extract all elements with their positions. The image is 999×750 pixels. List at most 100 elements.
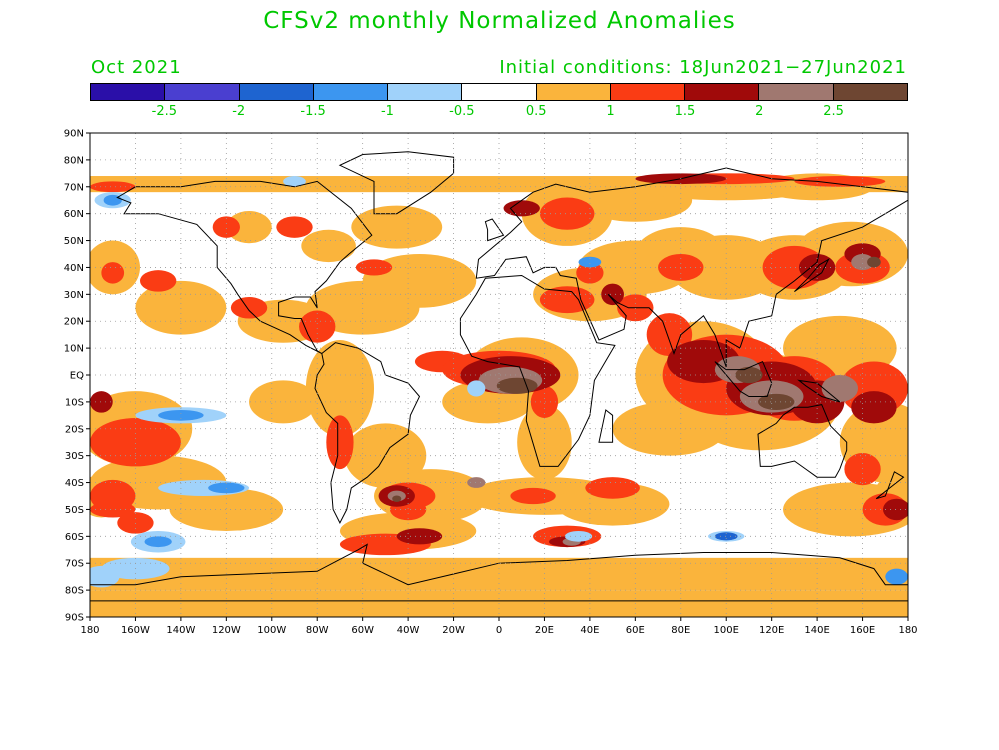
lat-label: 50S — [65, 505, 84, 516]
anomaly-blob — [714, 532, 738, 541]
coast-south-america — [314, 342, 421, 525]
lon-label: 120E — [759, 625, 784, 636]
colorbar-label: 1.5 — [674, 104, 696, 119]
colorbar-segment — [239, 84, 314, 100]
lon-label: 80E — [671, 625, 690, 636]
anomaly-blob — [821, 375, 859, 402]
colorbar-segment — [759, 84, 834, 100]
coast-antarctica — [90, 543, 908, 602]
colorbar-label: 2 — [755, 104, 764, 119]
anomaly-blob — [90, 181, 136, 193]
anomaly-blob — [576, 262, 604, 284]
anomaly-blob — [351, 205, 443, 249]
coast-greenland — [338, 151, 455, 215]
colorbar-label: -2 — [232, 104, 246, 119]
lat-label: 50N — [64, 236, 84, 247]
anomaly-blob — [90, 501, 136, 518]
coast-madagascar — [598, 409, 614, 443]
lon-label: 40E — [580, 625, 599, 636]
gridlines — [90, 133, 908, 617]
colorbar-segment — [685, 84, 760, 100]
colorbar-segment — [833, 84, 907, 100]
anomaly-blob — [208, 482, 245, 494]
lat-label: 40N — [64, 263, 84, 274]
colorbar-label: -0.5 — [449, 104, 475, 119]
anomaly-blob — [517, 404, 572, 480]
anomaly-blob — [392, 495, 402, 502]
anomaly-blob — [135, 280, 227, 335]
coast-australia — [757, 404, 848, 478]
anomaly-blob — [496, 377, 538, 394]
lon-label: 140W — [166, 625, 195, 636]
coast-new-guinea — [797, 379, 841, 403]
anomaly-blob — [585, 477, 640, 499]
coast-eurasia — [475, 167, 908, 368]
anomaly-blob — [539, 286, 595, 314]
valid-month: Oct 2021 — [91, 57, 182, 78]
lat-label: 30N — [64, 290, 84, 301]
anomaly-blob — [503, 200, 540, 217]
anomaly-blob — [301, 229, 356, 263]
lon-label: 160W — [121, 625, 150, 636]
anomaly-blob — [851, 254, 874, 271]
lon-label: 20W — [442, 625, 465, 636]
coast-japan — [794, 258, 830, 293]
anomaly-blob — [467, 380, 486, 397]
lat-label: 90N — [64, 129, 84, 140]
lat-label: 20N — [64, 317, 84, 328]
anomaly-blob — [90, 418, 181, 467]
colorbar-label: 2.5 — [823, 104, 844, 119]
colorbar-segment — [165, 84, 240, 100]
lon-label: 60W — [351, 625, 374, 636]
anomaly-blob — [212, 216, 240, 238]
lat-label: 10N — [64, 344, 84, 355]
initial-conditions: Initial conditions: 18Jun2021−27Jun2021 — [499, 57, 907, 78]
map-title: CFSv2 monthly Normalized Anomalies — [263, 8, 736, 34]
anomaly-blob — [276, 216, 313, 238]
lon-label: 20E — [535, 625, 554, 636]
colorbar-segment — [313, 84, 389, 100]
colorbar — [90, 83, 908, 101]
anomaly-blob — [555, 482, 670, 526]
lon-label: 80W — [306, 625, 329, 636]
anomaly-blob — [564, 530, 593, 542]
anomaly-blob — [467, 477, 486, 488]
anomaly-blob — [578, 256, 602, 268]
anomaly-blob — [283, 176, 306, 187]
lat-label: 80N — [64, 155, 84, 166]
anomaly-blob — [117, 512, 154, 534]
lat-label: 30S — [65, 451, 84, 462]
axis-ticks: 90N 80N 70N 60N 50N 40N 30N 20N 10N EQ 10S 20S 30S 40… — [64, 129, 918, 637]
lon-label: 60E — [626, 625, 645, 636]
colorbar-segment — [388, 84, 463, 100]
anomaly-blob — [139, 270, 177, 292]
lat-label: 60S — [65, 532, 84, 543]
anomaly-blob — [758, 393, 795, 410]
colorbar-label: -2.5 — [151, 104, 178, 119]
lon-label: 140E — [804, 625, 829, 636]
coastlines — [90, 151, 908, 602]
lon-label: 100E — [714, 625, 739, 636]
lon-label: 0 — [496, 625, 502, 636]
anomaly-blob — [396, 528, 443, 545]
anomaly-blob — [355, 259, 393, 276]
lat-label: 70N — [64, 182, 84, 193]
lat-label: 20S — [65, 424, 84, 435]
lat-label: EQ — [70, 371, 84, 382]
colorbar-label: -1.5 — [300, 104, 326, 119]
anomaly-blob — [169, 487, 284, 531]
colorbar-label: 0.5 — [525, 104, 547, 119]
anomaly-blob — [601, 283, 624, 306]
anomaly-blob — [90, 391, 113, 413]
anomaly-blob — [885, 568, 908, 585]
anomaly-blob — [101, 262, 125, 284]
coast-britain — [484, 218, 505, 242]
coast-new-zealand — [875, 471, 905, 500]
colorbar-segment — [536, 84, 611, 100]
anomaly-blob — [735, 366, 763, 384]
colorbar-label: -1 — [380, 104, 394, 119]
anomaly-blob — [844, 452, 881, 486]
colorbar-segment — [462, 84, 537, 100]
lat-label: 70S — [65, 559, 84, 570]
colorbar-label: 1 — [606, 104, 615, 119]
